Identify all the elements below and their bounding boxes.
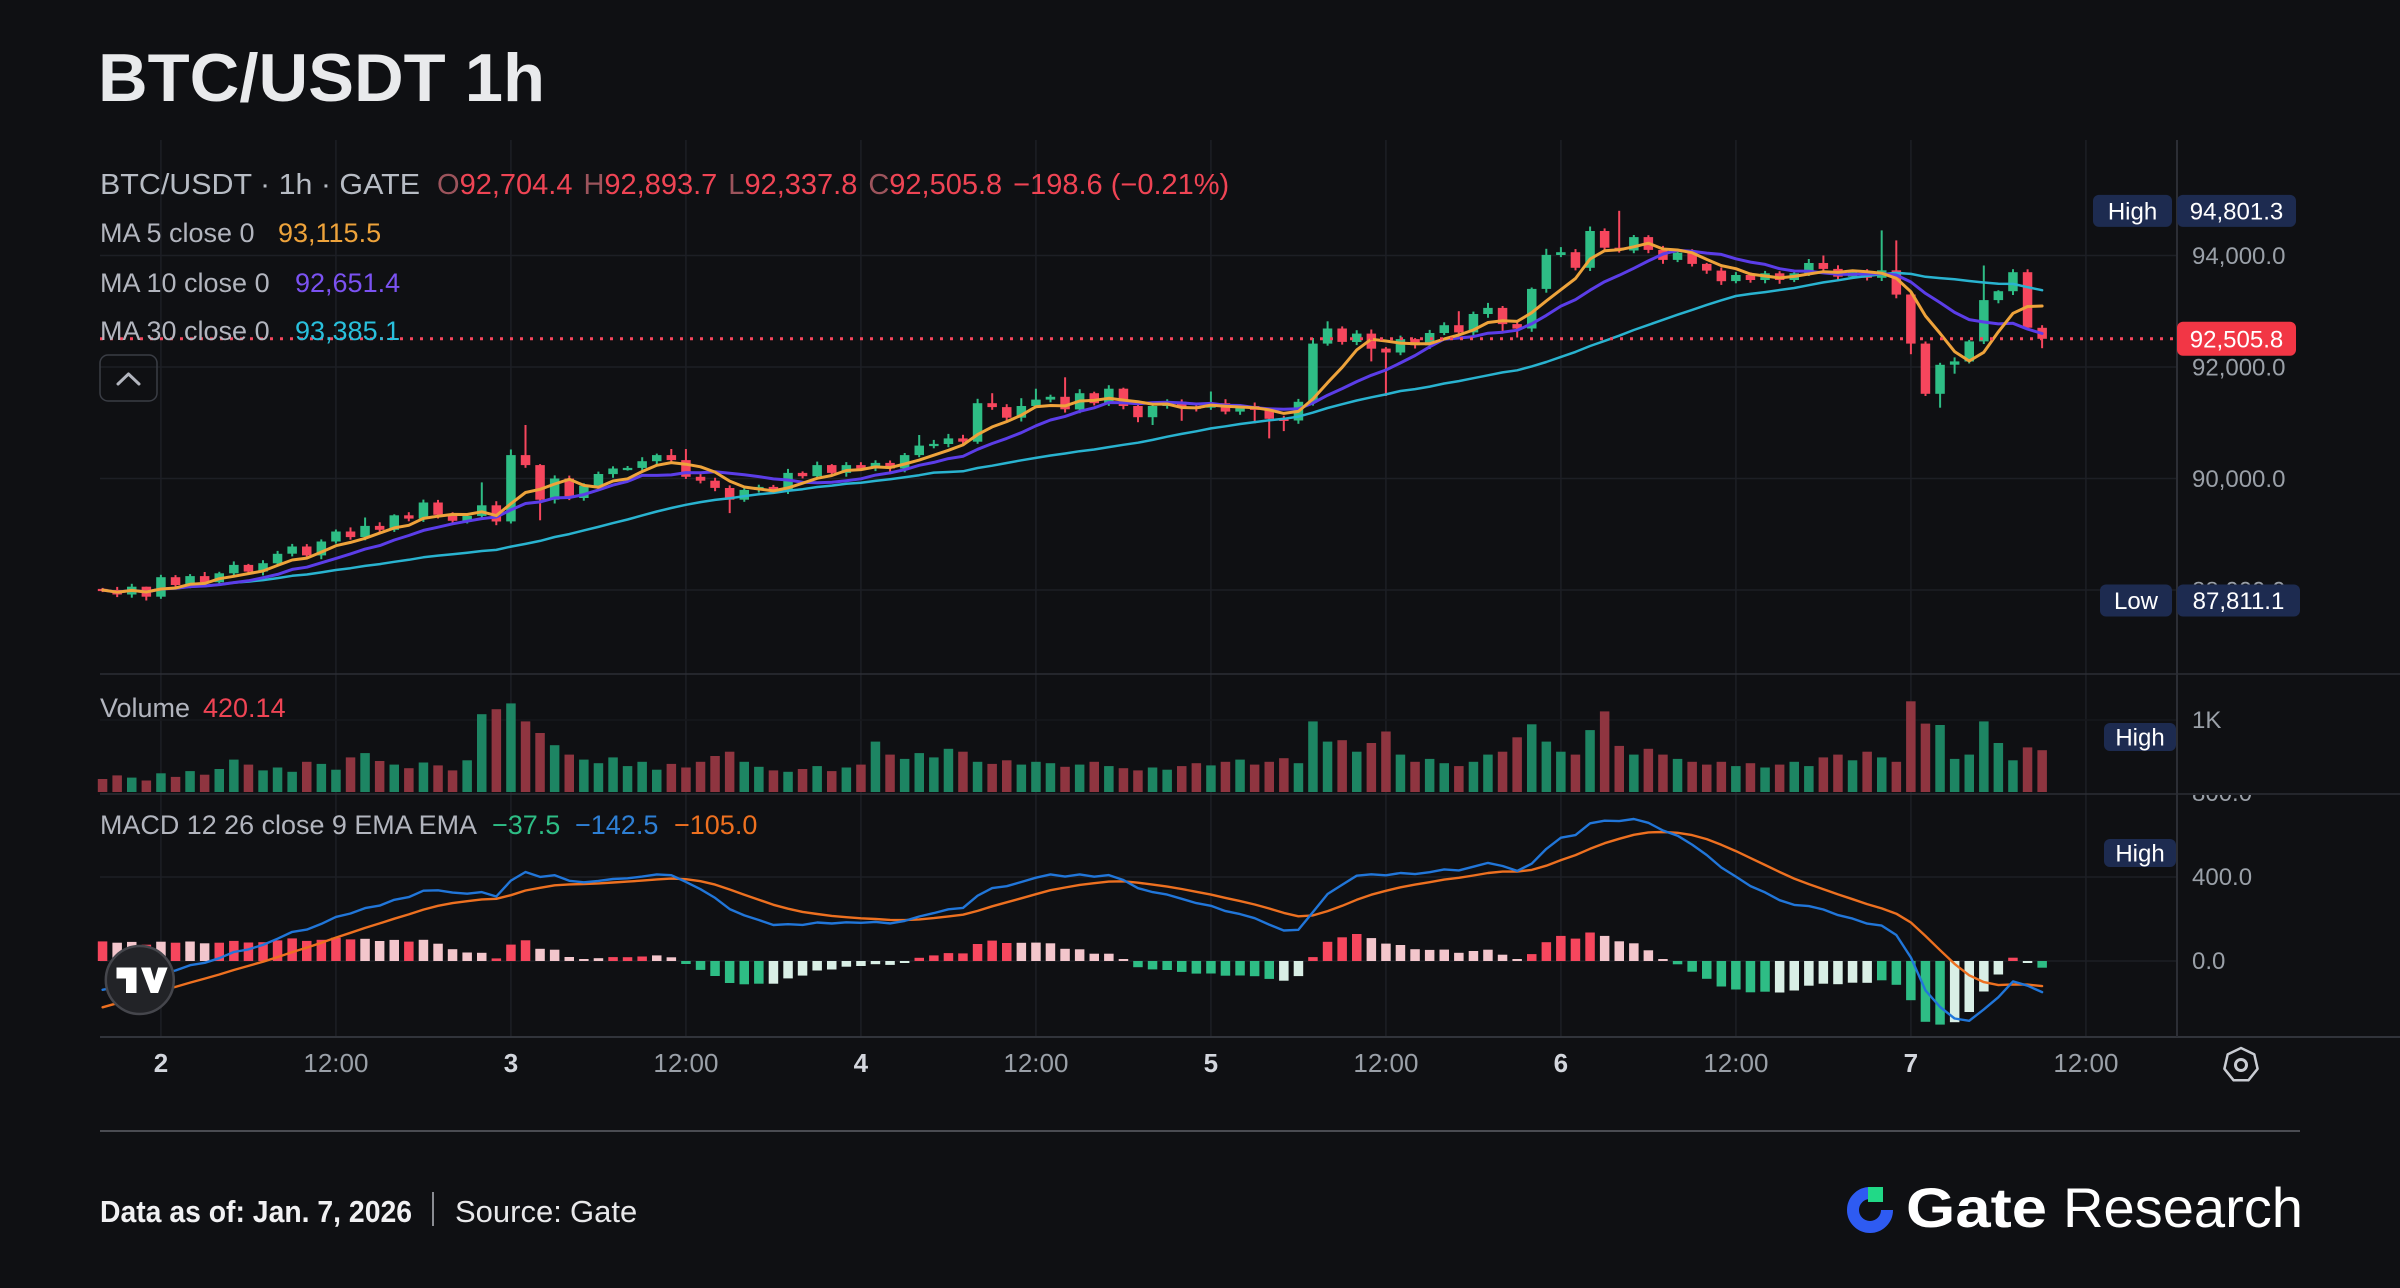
svg-text:6: 6 [1554, 1048, 1568, 1078]
svg-text:Gate: Gate [1906, 1176, 2047, 1239]
svg-text:94,000.0: 94,000.0 [2192, 243, 2285, 270]
svg-text:12:00: 12:00 [2053, 1048, 2118, 1078]
svg-text:High: High [2108, 198, 2157, 225]
svg-text:93,385.1: 93,385.1 [295, 316, 400, 346]
svg-text:420.14: 420.14 [203, 693, 286, 723]
svg-text:12:00: 12:00 [303, 1048, 368, 1078]
svg-text:−37.5: −37.5 [492, 810, 560, 840]
svg-text:12:00: 12:00 [653, 1048, 718, 1078]
svg-text:−105.0: −105.0 [674, 810, 757, 840]
svg-text:800.0: 800.0 [2192, 780, 2252, 807]
svg-text:Volume: Volume [100, 693, 190, 723]
svg-text:87,811.1: 87,811.1 [2193, 588, 2285, 615]
svg-text:−142.5: −142.5 [575, 810, 658, 840]
svg-text:92,505.8: 92,505.8 [2190, 326, 2283, 353]
svg-text:0.0: 0.0 [2192, 948, 2225, 975]
svg-text:90,000.0: 90,000.0 [2192, 466, 2285, 493]
svg-text:2: 2 [154, 1048, 168, 1078]
svg-text:4: 4 [854, 1048, 869, 1078]
svg-text:Gate: Gate [570, 1194, 637, 1229]
svg-text:5: 5 [1204, 1048, 1218, 1078]
svg-text:Research: Research [2063, 1176, 2303, 1239]
svg-text:High: High [2115, 725, 2164, 752]
svg-text:Source:: Source: [455, 1194, 562, 1229]
svg-text:93,115.5: 93,115.5 [278, 218, 381, 248]
svg-text:MA 30 close 0: MA 30 close 0 [100, 316, 270, 346]
svg-text:High: High [2115, 841, 2164, 868]
svg-text:94,801.3: 94,801.3 [2190, 198, 2283, 225]
svg-text:BTC/USDT 1h: BTC/USDT 1h [98, 40, 545, 116]
svg-text:MACD 12 26 close 9 EMA EMA: MACD 12 26 close 9 EMA EMA [100, 810, 477, 840]
svg-text:BTC/USDT · 1h · GATE: BTC/USDT · 1h · GATE [100, 169, 420, 201]
svg-text:7: 7 [1904, 1048, 1918, 1078]
svg-text:Low: Low [2114, 588, 2159, 615]
svg-text:12:00: 12:00 [1003, 1048, 1068, 1078]
svg-text:Data as of: Jan. 7, 2026: Data as of: Jan. 7, 2026 [100, 1194, 412, 1229]
svg-text:400.0: 400.0 [2192, 864, 2252, 891]
svg-text:92,651.4: 92,651.4 [295, 268, 400, 298]
svg-text:92,000.0: 92,000.0 [2192, 355, 2285, 382]
svg-text:1K: 1K [2192, 707, 2221, 734]
svg-text:3: 3 [504, 1048, 518, 1078]
svg-text:MA 10 close 0: MA 10 close 0 [100, 268, 270, 298]
svg-text:MA 5 close 0: MA 5 close 0 [100, 218, 255, 248]
svg-text:12:00: 12:00 [1703, 1048, 1768, 1078]
svg-text:12:00: 12:00 [1353, 1048, 1418, 1078]
